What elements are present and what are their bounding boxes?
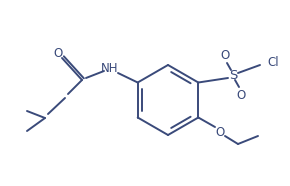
Text: O: O [220,49,230,62]
Text: O: O [236,89,246,102]
Text: O: O [215,126,225,139]
Text: NH: NH [101,62,119,75]
Text: Cl: Cl [267,55,279,68]
Text: S: S [229,68,237,81]
Text: O: O [53,46,63,60]
